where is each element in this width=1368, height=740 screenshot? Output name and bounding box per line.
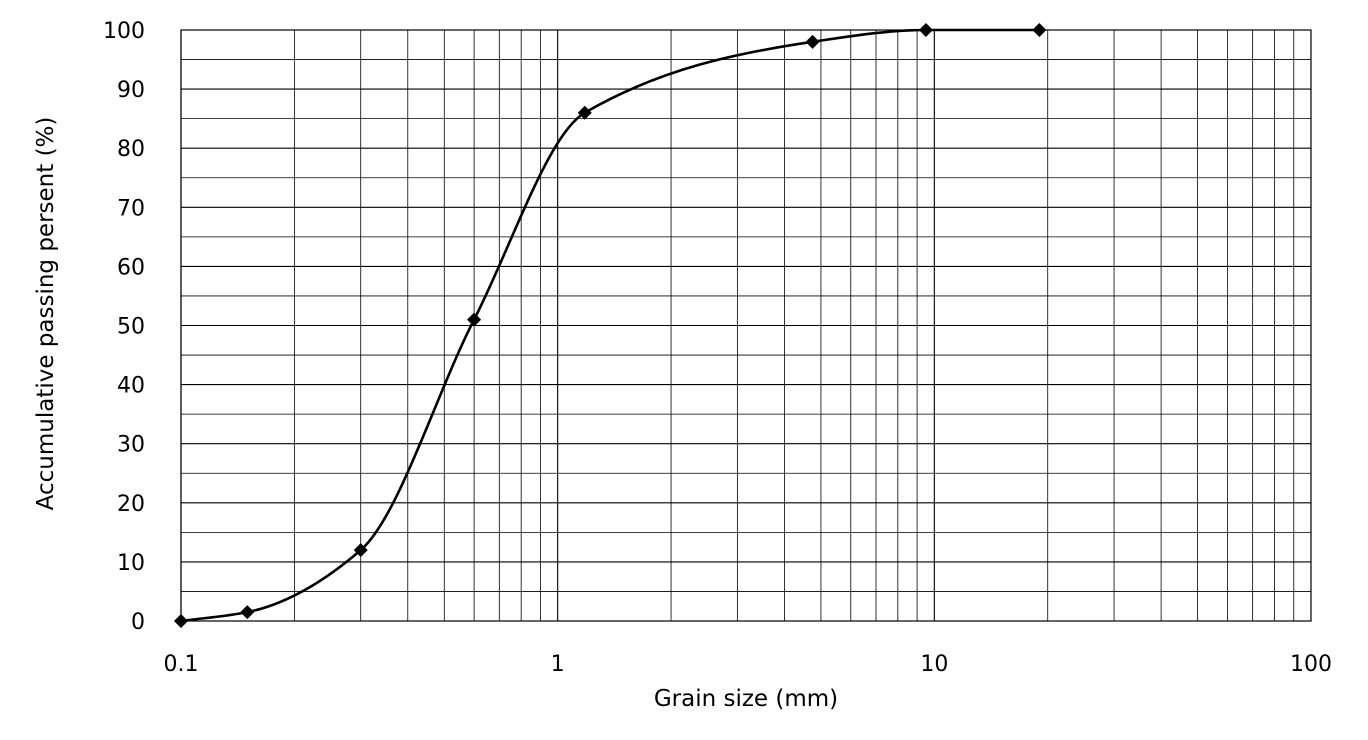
- y-tick-label: 100: [103, 19, 145, 44]
- data-point-marker: [1032, 23, 1047, 37]
- y-tick-label: 80: [117, 137, 145, 162]
- y-tick-label: 20: [117, 492, 145, 517]
- data-point-marker: [805, 34, 820, 49]
- y-axis-tick-labels: 0 10 20 30 40 50 60 70 80 90 100: [103, 19, 145, 635]
- data-markers: [174, 23, 1047, 628]
- x-tick-label: 0.1: [164, 652, 199, 677]
- x-tick-label: 1: [551, 652, 565, 677]
- plot-area-frame: [180, 29, 1312, 622]
- x-tick-label: 100: [1290, 652, 1332, 677]
- data-point-marker: [353, 543, 368, 558]
- data-point-marker: [240, 605, 255, 620]
- y-tick-label: 50: [117, 315, 145, 340]
- y-tick-label: 0: [131, 610, 145, 635]
- data-point-marker: [174, 614, 188, 628]
- y-axis-title: Accumulative passing persent (%): [33, 117, 59, 511]
- data-point-marker: [918, 23, 933, 37]
- y-tick-label: 70: [117, 196, 145, 221]
- y-tick-label: 40: [117, 374, 145, 399]
- y-tick-label: 60: [117, 255, 145, 280]
- data-point-marker: [577, 105, 592, 120]
- grading-curve: [180, 28, 1040, 623]
- x-tick-label: 10: [920, 652, 948, 677]
- y-tick-label: 30: [117, 433, 145, 458]
- y-tick-label: 90: [117, 78, 145, 103]
- data-point-marker: [467, 312, 482, 327]
- x-axis-title: Grain size (mm): [654, 686, 838, 712]
- y-tick-label: 10: [117, 551, 145, 576]
- x-axis-tick-labels: 0.1 1 10 100: [164, 652, 1333, 677]
